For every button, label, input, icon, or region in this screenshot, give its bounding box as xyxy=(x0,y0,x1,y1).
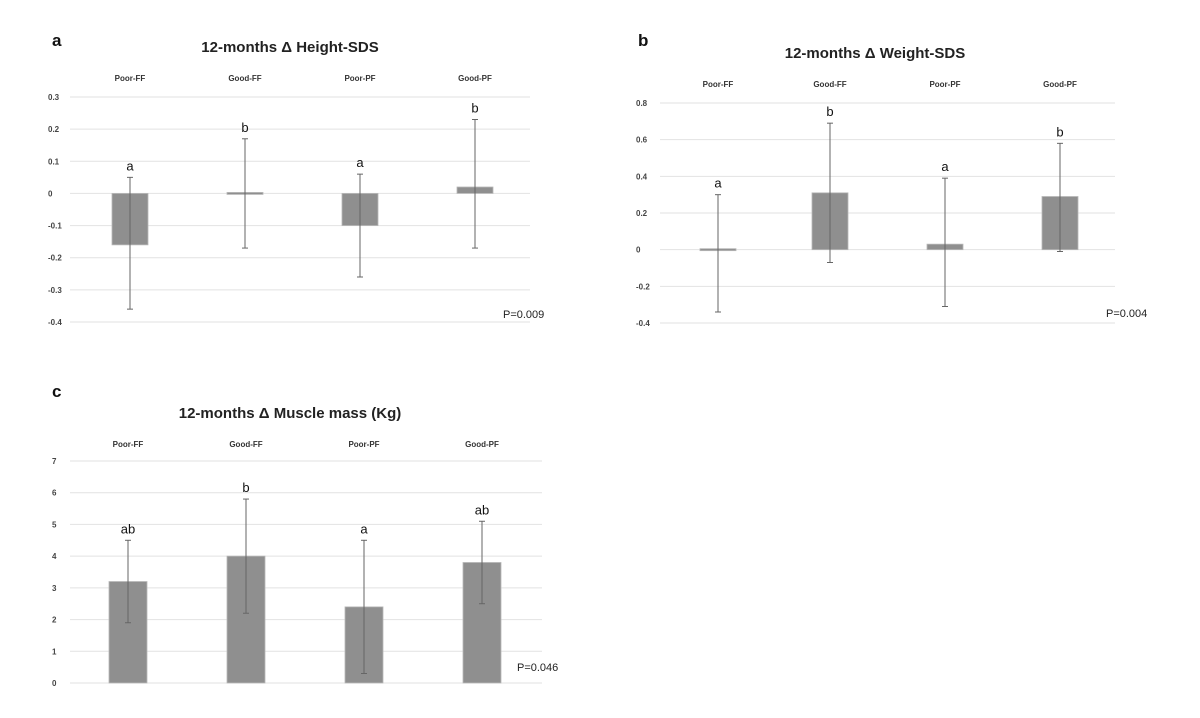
category-label: Poor-PF xyxy=(344,74,375,83)
y-tick-label: -0.1 xyxy=(48,222,62,231)
chart-title: 12-months Δ Muscle mass (Kg) xyxy=(179,405,402,422)
chart-panel-a: a 12-months Δ Height-SDS 0.3 0.2 0.1 0 -0.1 -0.… xyxy=(48,31,544,327)
y-tick-label: -0.4 xyxy=(636,319,650,328)
category-label: Poor-PF xyxy=(348,440,379,449)
category-label: Poor-PF xyxy=(929,80,960,89)
y-tick-label: 0.6 xyxy=(636,136,648,145)
y-tick-label: -0.3 xyxy=(48,286,62,295)
category-label: Poor-FF xyxy=(115,74,146,83)
y-tick-label: -0.2 xyxy=(48,254,62,263)
p-value-label: P=0.004 xyxy=(1106,308,1147,320)
y-tick-label: 0.4 xyxy=(636,172,648,181)
panel-letter: a xyxy=(52,31,62,50)
significance-label: b xyxy=(471,101,478,116)
category-label: Good-FF xyxy=(228,74,261,83)
y-tick-label: 0.3 xyxy=(48,93,60,102)
category-label: Good-FF xyxy=(813,80,846,89)
category-label: Good-PF xyxy=(465,440,499,449)
y-tick-label: 0.2 xyxy=(636,209,648,218)
y-tick-label: 0.8 xyxy=(636,99,648,108)
y-tick-label: -0.4 xyxy=(48,318,62,327)
significance-label: b xyxy=(826,104,833,119)
p-value-label: P=0.046 xyxy=(517,662,558,674)
significance-label: b xyxy=(1056,124,1063,139)
significance-label: a xyxy=(360,521,368,536)
significance-label: a xyxy=(714,176,722,191)
y-tick-label: 6 xyxy=(52,489,57,498)
significance-label: a xyxy=(941,159,949,174)
y-tick-label: 0 xyxy=(52,679,57,688)
significance-label: b xyxy=(241,120,248,135)
significance-label: ab xyxy=(121,521,135,536)
y-tick-label: 0.2 xyxy=(48,125,60,134)
chart-title: 12-months Δ Height-SDS xyxy=(201,39,378,56)
y-tick-label: 4 xyxy=(52,552,57,561)
chart-title: 12-months Δ Weight-SDS xyxy=(785,45,966,62)
category-label: Good-FF xyxy=(229,440,262,449)
y-tick-label: -0.2 xyxy=(636,282,650,291)
significance-label: a xyxy=(126,158,134,173)
y-tick-label: 2 xyxy=(52,616,57,625)
significance-label: ab xyxy=(475,502,489,517)
y-tick-label: 7 xyxy=(52,457,57,466)
y-tick-label: 0.1 xyxy=(48,157,60,166)
category-label: Good-PF xyxy=(458,74,492,83)
chart-panel-c: c 12-months Δ Muscle mass (Kg) 7 6 5 4 3 2 1 0 Poo… xyxy=(52,382,558,688)
category-label: Good-PF xyxy=(1043,80,1077,89)
significance-label: a xyxy=(356,155,364,170)
y-tick-label: 0 xyxy=(48,189,53,198)
p-value-label: P=0.009 xyxy=(503,309,544,321)
category-label: Poor-FF xyxy=(113,440,144,449)
y-tick-label: 3 xyxy=(52,584,57,593)
y-tick-label: 0 xyxy=(636,246,641,255)
significance-label: b xyxy=(242,480,249,495)
y-tick-label: 1 xyxy=(52,647,57,656)
category-label: Poor-FF xyxy=(703,80,734,89)
chart-panel-b: b 12-months Δ Weight-SDS 0.8 0.6 0.4 0.2 0 -0.2… xyxy=(636,31,1147,328)
y-tick-label: 5 xyxy=(52,520,57,529)
panel-letter: c xyxy=(52,382,61,401)
panel-letter: b xyxy=(638,31,648,50)
